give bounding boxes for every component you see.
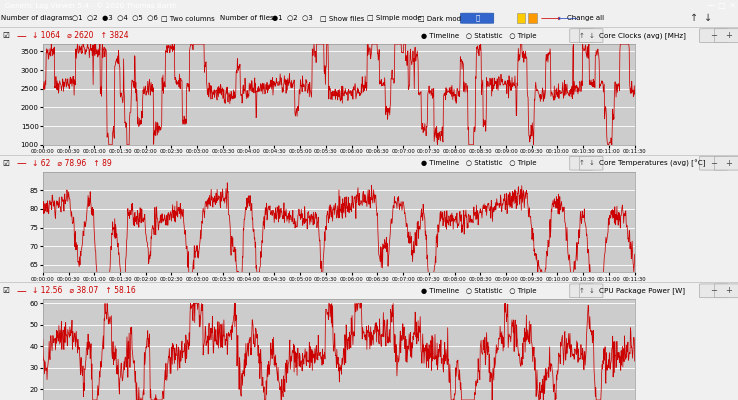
- Text: Change all: Change all: [567, 15, 604, 21]
- Text: ● Timeline   ○ Statistic   ○ Triple: ● Timeline ○ Statistic ○ Triple: [421, 288, 537, 294]
- Text: □: □: [717, 1, 725, 10]
- Text: ↓: ↓: [588, 160, 594, 166]
- Text: ☑: ☑: [2, 286, 9, 295]
- Text: ↑: ↑: [579, 33, 584, 39]
- Text: ↓ 1064   ⌀ 2620   ↑ 3824: ↓ 1064 ⌀ 2620 ↑ 3824: [32, 31, 128, 40]
- Text: ● Timeline   ○ Statistic   ○ Triple: ● Timeline ○ Statistic ○ Triple: [421, 33, 537, 39]
- Text: ↓ 12.56   ⌀ 38.07   ↑ 58.16: ↓ 12.56 ⌀ 38.07 ↑ 58.16: [32, 286, 136, 295]
- Text: ↓ 62   ⌀ 78.96   ↑ 89: ↓ 62 ⌀ 78.96 ↑ 89: [32, 159, 111, 168]
- Text: ● Timeline   ○ Statistic   ○ Triple: ● Timeline ○ Statistic ○ Triple: [421, 160, 537, 166]
- FancyBboxPatch shape: [714, 29, 738, 42]
- Text: Core Temperatures (avg) [°C]: Core Temperatures (avg) [°C]: [599, 160, 706, 167]
- Text: ↑: ↑: [579, 288, 584, 294]
- FancyBboxPatch shape: [461, 13, 494, 23]
- Text: +: +: [725, 159, 732, 168]
- FancyBboxPatch shape: [700, 284, 728, 298]
- Text: +: +: [725, 286, 732, 295]
- Text: −: −: [710, 31, 717, 40]
- Text: ×: ×: [729, 1, 736, 10]
- Text: −: −: [710, 159, 717, 168]
- FancyBboxPatch shape: [700, 29, 728, 42]
- Text: CPU Package Power [W]: CPU Package Power [W]: [599, 288, 686, 294]
- Bar: [517, 13, 525, 23]
- Text: ↑: ↑: [579, 160, 584, 166]
- Text: □ Show files: □ Show files: [320, 15, 364, 21]
- Text: □ Dark mod: □ Dark mod: [418, 15, 461, 21]
- FancyBboxPatch shape: [570, 156, 593, 170]
- Text: Number of files: Number of files: [220, 15, 274, 21]
- Text: Core Clocks (avg) [MHz]: Core Clocks (avg) [MHz]: [599, 32, 686, 39]
- Bar: [528, 13, 537, 23]
- FancyBboxPatch shape: [579, 156, 603, 170]
- Text: —: —: [16, 158, 26, 168]
- Text: ●1  ○2  ○3: ●1 ○2 ○3: [272, 15, 312, 21]
- FancyBboxPatch shape: [714, 284, 738, 298]
- Text: Generic Log Viewer 5.4 - © 2020 Thomas Barth: Generic Log Viewer 5.4 - © 2020 Thomas B…: [5, 2, 177, 9]
- Text: ↓: ↓: [704, 13, 713, 23]
- FancyBboxPatch shape: [570, 284, 593, 298]
- Text: ☑: ☑: [2, 31, 9, 40]
- Text: ☑: ☑: [2, 159, 9, 168]
- Text: ○1  ○2  ●3  ○4  ○5  ○6: ○1 ○2 ●3 ○4 ○5 ○6: [72, 15, 157, 21]
- Text: Number of diagrams: Number of diagrams: [1, 15, 73, 21]
- Text: □ Two columns: □ Two columns: [161, 15, 215, 21]
- FancyBboxPatch shape: [579, 284, 603, 298]
- FancyBboxPatch shape: [579, 29, 603, 42]
- Text: —: —: [706, 1, 714, 10]
- Text: ↓: ↓: [588, 33, 594, 39]
- Text: 🎥: 🎥: [475, 15, 480, 21]
- Text: −: −: [710, 286, 717, 295]
- Text: ↑: ↑: [689, 13, 698, 23]
- Text: —: —: [16, 286, 26, 296]
- FancyBboxPatch shape: [700, 156, 728, 170]
- FancyBboxPatch shape: [714, 156, 738, 170]
- Text: ↓: ↓: [588, 288, 594, 294]
- Text: —⟶: —⟶: [541, 14, 562, 22]
- Text: □ Simple mode: □ Simple mode: [367, 15, 421, 21]
- Text: ⟵—: ⟵—: [558, 14, 579, 22]
- Text: —: —: [16, 31, 26, 41]
- Text: +: +: [725, 31, 732, 40]
- FancyBboxPatch shape: [570, 29, 593, 42]
